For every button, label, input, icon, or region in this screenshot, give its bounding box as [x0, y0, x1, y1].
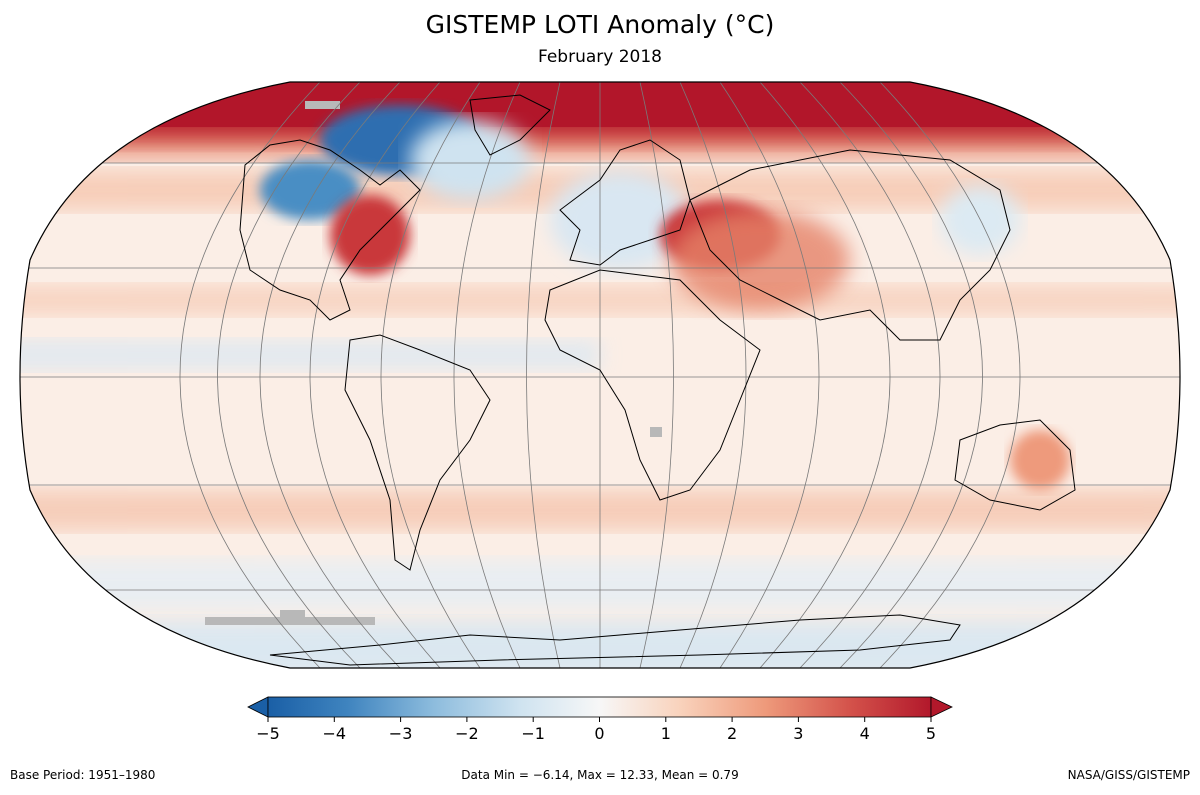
- colorbar-extend-max: [930, 696, 953, 718]
- colorbar-tick-label: −4: [323, 724, 347, 743]
- base-period-text: Base Period: 1951–1980: [10, 768, 156, 782]
- credit-text: NASA/GISS/GISTEMP: [1067, 768, 1190, 782]
- colorbar-tick-label: 1: [661, 724, 671, 743]
- colorbar-gradient: [267, 696, 932, 718]
- data-stats-text: Data Min = −6.14, Max = 12.33, Mean = 0.…: [461, 768, 739, 782]
- coastlines: [239, 94, 1076, 666]
- colorbar-tick-label: −1: [521, 724, 545, 743]
- colorbar-tick-label: −2: [455, 724, 479, 743]
- globe-outline: [19, 81, 1181, 669]
- colorbar-tick-label: −5: [256, 724, 280, 743]
- map-title: GISTEMP LOTI Anomaly (°C): [425, 10, 775, 39]
- colorbar-tick-label: 3: [793, 724, 803, 743]
- colorbar-tick-label: 5: [926, 724, 936, 743]
- map-subtitle: February 2018: [538, 47, 662, 67]
- graticule: [20, 82, 1180, 668]
- colorbar-tick-label: 4: [860, 724, 870, 743]
- colorbar-tick-label: 0: [594, 724, 604, 743]
- colorbar-tick-label: −3: [389, 724, 413, 743]
- colorbar: −5 −4 −3 −2 −1 0 1 2 3 4 5: [247, 696, 953, 743]
- colorbar-tick-label: 2: [727, 724, 737, 743]
- colorbar-extend-min: [247, 696, 269, 718]
- colorbar-ticks: −5 −4 −3 −2 −1 0 1 2 3 4 5: [256, 717, 936, 743]
